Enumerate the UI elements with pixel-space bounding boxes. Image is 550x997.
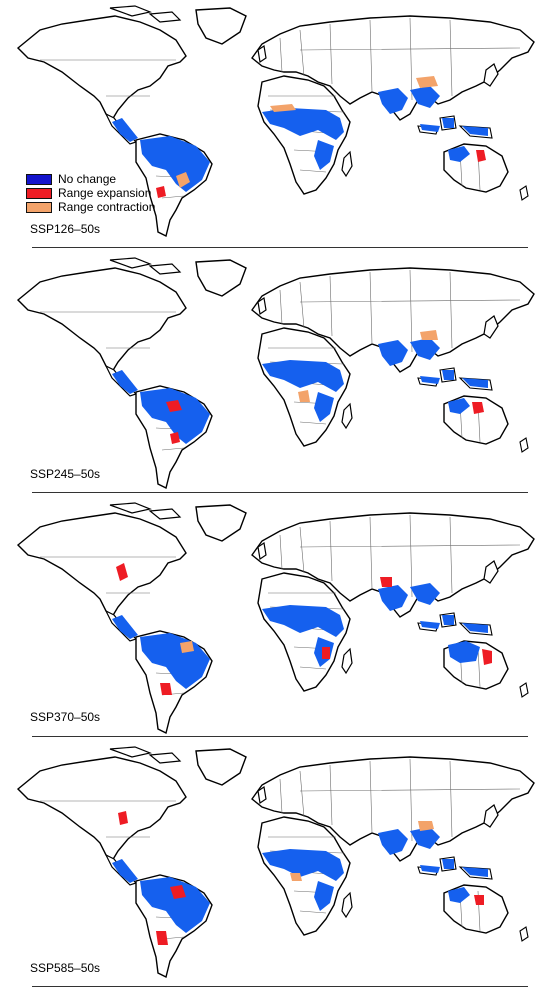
panel-label: SSP585–50s bbox=[30, 961, 101, 975]
legend-label: No change bbox=[58, 172, 117, 186]
region-no-change bbox=[262, 605, 344, 637]
region-range-expansion bbox=[118, 811, 128, 825]
world-map bbox=[17, 502, 535, 734]
region-range-expansion bbox=[322, 647, 330, 659]
legend-item-range-expansion: Range expansion bbox=[26, 186, 155, 200]
region-range-expansion bbox=[116, 563, 128, 581]
region-no-change bbox=[112, 370, 138, 394]
region-range-expansion bbox=[156, 931, 168, 945]
region-no-change bbox=[112, 615, 138, 639]
region-no-change bbox=[112, 118, 138, 142]
world-map bbox=[17, 257, 535, 489]
region-no-change bbox=[448, 641, 480, 663]
region-range-contraction bbox=[176, 172, 190, 188]
panel-label: SSP370–50s bbox=[30, 710, 101, 724]
region-range-expansion bbox=[170, 432, 180, 444]
region-no-change bbox=[448, 146, 470, 162]
region-range-contraction bbox=[420, 330, 438, 340]
region-no-change bbox=[140, 388, 210, 444]
panel-label: SSP245–50s bbox=[30, 467, 101, 481]
region-no-change bbox=[314, 881, 334, 911]
region-range-expansion bbox=[156, 186, 166, 198]
region-range-expansion bbox=[476, 150, 486, 162]
region-range-expansion bbox=[474, 895, 484, 905]
legend-label: Range expansion bbox=[58, 186, 152, 200]
legend-swatch bbox=[26, 173, 52, 185]
region-no-change bbox=[448, 398, 470, 414]
region-range-contraction bbox=[180, 641, 194, 653]
panel-label: SSP126–50s bbox=[30, 222, 101, 236]
region-range-contraction bbox=[416, 76, 438, 88]
region-no-change bbox=[420, 615, 488, 633]
region-range-expansion bbox=[482, 649, 492, 665]
region-no-change bbox=[448, 887, 470, 903]
region-range-expansion bbox=[170, 885, 186, 899]
region-range-expansion bbox=[472, 402, 484, 414]
legend-swatch bbox=[26, 187, 52, 199]
region-no-change bbox=[410, 827, 440, 849]
region-no-change bbox=[314, 140, 334, 170]
legend-label: Range contraction bbox=[58, 200, 156, 214]
region-range-expansion bbox=[380, 577, 392, 587]
region-no-change bbox=[378, 88, 408, 114]
world-map bbox=[17, 5, 535, 237]
region-no-change bbox=[262, 849, 344, 881]
region-no-change bbox=[420, 859, 488, 877]
panel-divider bbox=[32, 736, 528, 737]
region-no-change bbox=[410, 338, 440, 360]
region-no-change bbox=[410, 583, 440, 605]
world-map bbox=[17, 746, 535, 978]
panel-divider bbox=[32, 492, 528, 493]
region-no-change bbox=[314, 392, 334, 422]
region-range-contraction bbox=[298, 390, 310, 402]
region-no-change bbox=[140, 136, 210, 192]
region-no-change bbox=[378, 829, 408, 855]
region-no-change bbox=[140, 877, 210, 933]
region-range-expansion bbox=[166, 400, 182, 412]
region-no-change bbox=[262, 360, 344, 392]
region-no-change bbox=[378, 585, 408, 611]
legend-swatch bbox=[26, 201, 52, 213]
region-range-expansion bbox=[160, 683, 172, 695]
region-range-contraction bbox=[290, 873, 302, 881]
legend-item-range-contraction: Range contraction bbox=[26, 200, 155, 214]
panel-divider bbox=[32, 247, 528, 248]
region-no-change bbox=[420, 370, 488, 388]
region-no-change bbox=[262, 108, 344, 140]
panel-divider bbox=[32, 986, 528, 987]
legend-item-no-change: No change bbox=[26, 172, 155, 186]
region-range-contraction bbox=[418, 821, 434, 831]
region-no-change bbox=[410, 86, 440, 108]
region-no-change bbox=[112, 859, 138, 883]
legend: No change Range expansion Range contract… bbox=[26, 172, 155, 214]
region-range-contraction bbox=[270, 104, 296, 112]
region-no-change bbox=[378, 340, 408, 366]
region-no-change bbox=[420, 118, 488, 136]
